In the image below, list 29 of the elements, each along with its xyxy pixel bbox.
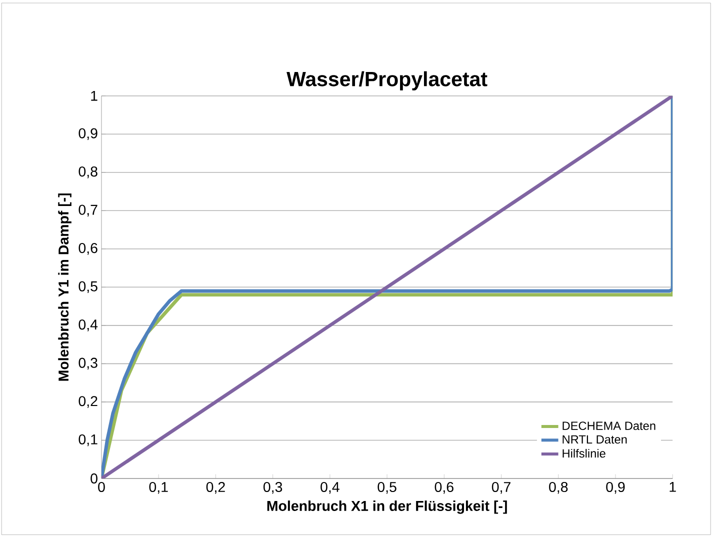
y-tick-label: 0,1 — [78, 434, 98, 446]
x-tick-label: 1 — [670, 482, 676, 492]
y-tick-label: 0,4 — [78, 319, 98, 332]
x-tick-label: 0,4 — [320, 482, 340, 494]
y-tick-label: 0,3 — [78, 358, 98, 370]
y-tick-label: 0 — [90, 473, 98, 484]
y-axis-title: Molenbruch Y1 im Dampf [-] — [58, 193, 72, 381]
x-tick-label: 0,2 — [206, 482, 225, 494]
legend-label: Hilfslinie — [562, 448, 606, 458]
x-tick-label: 0 — [98, 482, 105, 492]
legend-label: DECHEMA Daten — [562, 421, 656, 430]
x-tick-label: 0,9 — [606, 482, 625, 494]
legend-label: NRTL Daten — [562, 435, 627, 444]
x-tick-label: 0,5 — [378, 482, 396, 494]
y-tick-label: 0,2 — [78, 396, 98, 408]
y-tick-label: 1 — [91, 90, 98, 101]
y-tick-label: 0,7 — [78, 204, 98, 216]
y-tick-label: 0,6 — [78, 242, 98, 255]
x-tick-label: 0,8 — [549, 482, 568, 494]
line-series — [101, 96, 673, 478]
y-tick-label: 0,9 — [78, 128, 98, 140]
x-axis-title: Molenbruch X1 in der Flüssigkeit [-] — [267, 500, 507, 514]
x-tick-label: 0,1 — [149, 482, 168, 494]
x-tick-label: 0,3 — [263, 482, 282, 494]
x-tick-label: 0,7 — [492, 482, 510, 494]
y-tick-label: 0,5 — [78, 281, 98, 293]
chart-title: Wasser/Propylacetat — [286, 71, 488, 90]
y-tick-label: 0,8 — [78, 166, 98, 178]
x-tick-label: 0,6 — [434, 482, 454, 494]
